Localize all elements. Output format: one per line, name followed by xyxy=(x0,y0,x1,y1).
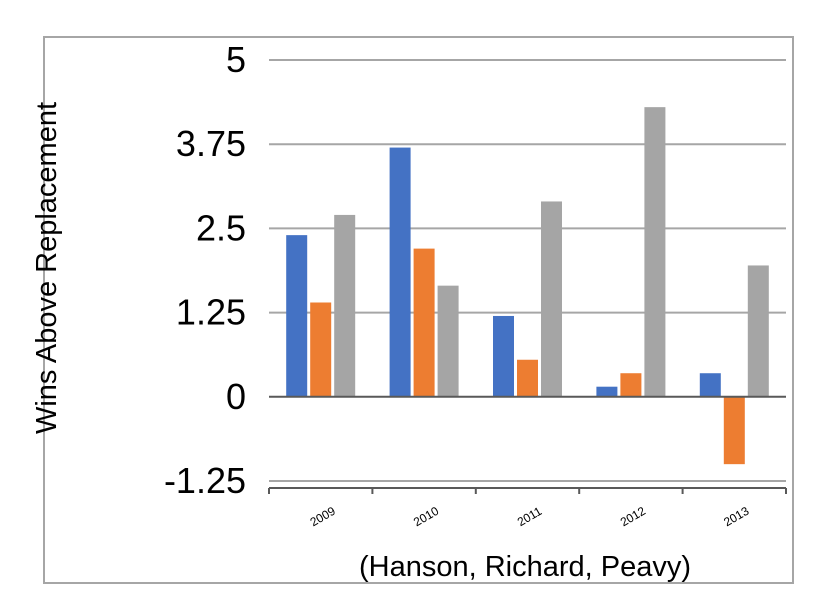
bar xyxy=(747,265,769,397)
x-category-label: 2012 xyxy=(618,504,648,530)
y-tick-label: 0 xyxy=(226,376,246,417)
bar xyxy=(517,359,538,397)
bar xyxy=(620,373,642,397)
bar xyxy=(286,235,308,397)
bar xyxy=(437,285,459,397)
x-axis xyxy=(268,395,787,494)
y-tick-label: 5 xyxy=(226,39,246,80)
y-axis-title: Wins Above Replacement xyxy=(31,102,63,434)
x-axis-category-labels: 2009 2010 2011 2012 2013 xyxy=(308,504,752,530)
x-axis-title: (Hanson, Richard, Peavy) xyxy=(359,551,691,583)
bar xyxy=(723,396,745,465)
bar xyxy=(334,214,356,397)
y-tick-label: 2.5 xyxy=(196,207,246,248)
bars xyxy=(286,107,769,465)
y-tick-label: -1.25 xyxy=(164,460,246,501)
y-tick-label: 3.75 xyxy=(176,123,246,164)
bar xyxy=(413,248,435,397)
bar xyxy=(541,201,562,397)
bar xyxy=(596,386,618,397)
y-axis-ticks: 5 3.75 2.5 1.25 0 -1.25 xyxy=(164,39,246,501)
bar xyxy=(644,107,666,397)
x-category-label: 2010 xyxy=(411,504,441,530)
x-category-label: 2013 xyxy=(721,504,751,530)
x-category-label: 2009 xyxy=(308,504,338,530)
bar xyxy=(493,315,514,397)
x-category-label: 2011 xyxy=(515,504,545,529)
bar xyxy=(389,147,411,397)
bar xyxy=(310,302,332,397)
bar xyxy=(699,373,721,397)
y-tick-label: 1.25 xyxy=(176,292,246,333)
